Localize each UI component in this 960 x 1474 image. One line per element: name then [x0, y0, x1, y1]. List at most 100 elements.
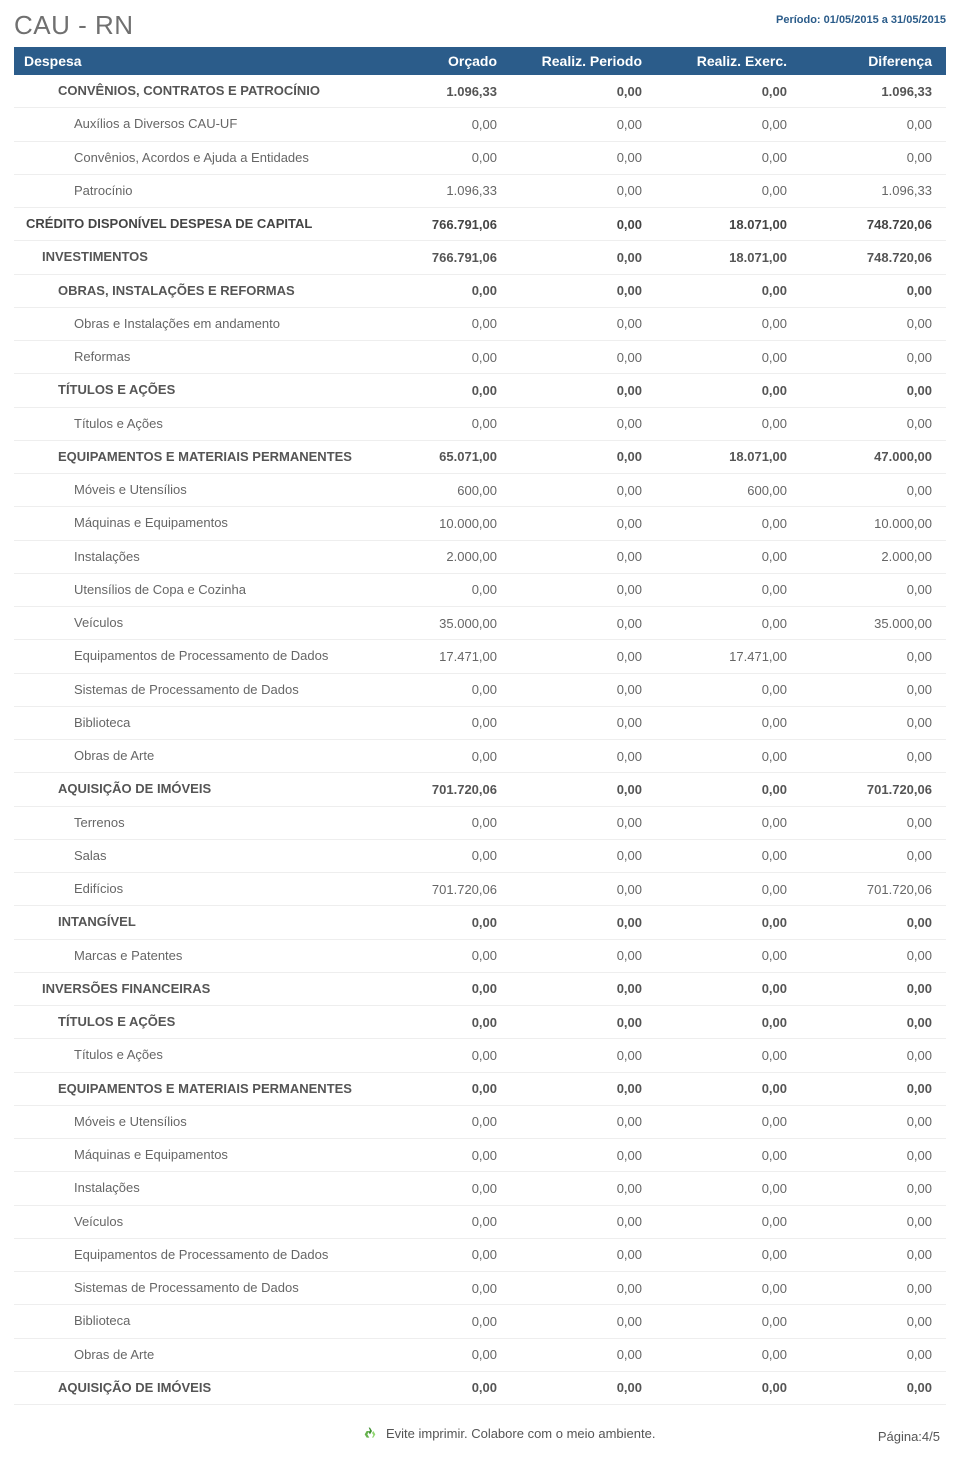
row-label: Sistemas de Processamento de Dados: [14, 1280, 366, 1296]
row-value: 0,00: [656, 848, 801, 863]
row-value: 1.096,33: [366, 84, 511, 99]
row-value: 0,00: [511, 549, 656, 564]
row-value: 0,00: [801, 150, 946, 165]
row-label: EQUIPAMENTOS E MATERIAIS PERMANENTES: [14, 1081, 366, 1097]
row-value: 0,00: [656, 1048, 801, 1063]
row-value: 0,00: [511, 1314, 656, 1329]
row-value: 0,00: [801, 283, 946, 298]
report-period: Período: 01/05/2015 a 31/05/2015: [776, 10, 946, 26]
row-value: 0,00: [656, 915, 801, 930]
table-row: Máquinas e Equipamentos10.000,000,000,00…: [14, 507, 946, 540]
row-label: Biblioteca: [14, 715, 366, 731]
row-value: 0,00: [511, 815, 656, 830]
row-value: 0,00: [511, 715, 656, 730]
table-row: Reformas0,000,000,000,00: [14, 341, 946, 374]
row-label: Auxílios a Diversos CAU-UF: [14, 116, 366, 132]
table-row: Instalações0,000,000,000,00: [14, 1172, 946, 1205]
table-row: OBRAS, INSTALAÇÕES E REFORMAS0,000,000,0…: [14, 275, 946, 308]
row-value: 0,00: [801, 483, 946, 498]
row-value: 0,00: [656, 1347, 801, 1362]
row-value: 0,00: [511, 1214, 656, 1229]
row-value: 0,00: [511, 183, 656, 198]
row-value: 701.720,06: [366, 882, 511, 897]
row-value: 0,00: [656, 749, 801, 764]
row-value: 0,00: [366, 1015, 511, 1030]
row-value: 0,00: [511, 316, 656, 331]
row-value: 10.000,00: [366, 516, 511, 531]
row-value: 0,00: [366, 981, 511, 996]
row-value: 0,00: [511, 1247, 656, 1262]
row-value: 0,00: [366, 117, 511, 132]
table-row: CONVÊNIOS, CONTRATOS E PATROCÍNIO1.096,3…: [14, 75, 946, 108]
row-value: 0,00: [801, 1214, 946, 1229]
table-row: Obras e Instalações em andamento0,000,00…: [14, 308, 946, 341]
col-despesa: Despesa: [14, 53, 366, 69]
row-value: 0,00: [801, 848, 946, 863]
row-value: 0,00: [801, 316, 946, 331]
row-value: 0,00: [801, 682, 946, 697]
table-row: Biblioteca0,000,000,000,00: [14, 707, 946, 740]
row-label: Marcas e Patentes: [14, 948, 366, 964]
row-value: 0,00: [801, 1247, 946, 1262]
row-value: 0,00: [801, 1148, 946, 1163]
row-value: 65.071,00: [366, 449, 511, 464]
table-row: TÍTULOS E AÇÕES0,000,000,000,00: [14, 1006, 946, 1039]
row-value: 0,00: [656, 117, 801, 132]
row-value: 0,00: [366, 416, 511, 431]
row-value: 0,00: [801, 915, 946, 930]
table-row: CRÉDITO DISPONÍVEL DESPESA DE CAPITAL766…: [14, 208, 946, 241]
row-value: 0,00: [656, 1081, 801, 1096]
row-value: 0,00: [366, 350, 511, 365]
row-value: 18.071,00: [656, 217, 801, 232]
row-label: Veículos: [14, 1214, 366, 1230]
row-value: 0,00: [656, 1380, 801, 1395]
row-value: 0,00: [366, 1214, 511, 1229]
row-value: 0,00: [511, 283, 656, 298]
row-label: Obras e Instalações em andamento: [14, 316, 366, 332]
row-value: 0,00: [801, 1380, 946, 1395]
row-value: 0,00: [801, 1114, 946, 1129]
row-value: 0,00: [511, 948, 656, 963]
row-value: 0,00: [656, 416, 801, 431]
row-value: 0,00: [366, 316, 511, 331]
row-value: 0,00: [801, 815, 946, 830]
row-value: 17.471,00: [366, 649, 511, 664]
row-value: 1.096,33: [801, 84, 946, 99]
row-value: 0,00: [366, 815, 511, 830]
row-value: 0,00: [801, 948, 946, 963]
row-value: 0,00: [656, 948, 801, 963]
row-value: 0,00: [656, 582, 801, 597]
row-value: 0,00: [511, 1281, 656, 1296]
row-value: 0,00: [656, 1214, 801, 1229]
row-label: Salas: [14, 848, 366, 864]
row-value: 0,00: [511, 616, 656, 631]
col-diferenca: Diferença: [801, 53, 946, 69]
row-value: 0,00: [511, 1048, 656, 1063]
row-value: 0,00: [801, 1347, 946, 1362]
row-value: 0,00: [511, 516, 656, 531]
row-value: 1.096,33: [801, 183, 946, 198]
row-value: 35.000,00: [366, 616, 511, 631]
row-label: Veículos: [14, 615, 366, 631]
row-value: 0,00: [511, 350, 656, 365]
row-value: 0,00: [511, 1181, 656, 1196]
row-value: 0,00: [511, 150, 656, 165]
row-value: 0,00: [656, 815, 801, 830]
report-title: CAU - RN: [14, 10, 134, 41]
row-value: 0,00: [366, 682, 511, 697]
row-value: 0,00: [656, 516, 801, 531]
row-value: 0,00: [801, 1048, 946, 1063]
row-value: 0,00: [801, 715, 946, 730]
row-value: 2.000,00: [366, 549, 511, 564]
row-value: 0,00: [511, 682, 656, 697]
col-realiz-exerc: Realiz. Exerc.: [656, 53, 801, 69]
row-value: 0,00: [656, 183, 801, 198]
row-value: 0,00: [366, 715, 511, 730]
row-value: 0,00: [801, 981, 946, 996]
row-value: 0,00: [656, 84, 801, 99]
table-row: TÍTULOS E AÇÕES0,000,000,000,00: [14, 374, 946, 407]
col-realiz-periodo: Realiz. Periodo: [511, 53, 656, 69]
row-label: Móveis e Utensílios: [14, 482, 366, 498]
row-value: 0,00: [801, 117, 946, 132]
row-value: 0,00: [366, 848, 511, 863]
